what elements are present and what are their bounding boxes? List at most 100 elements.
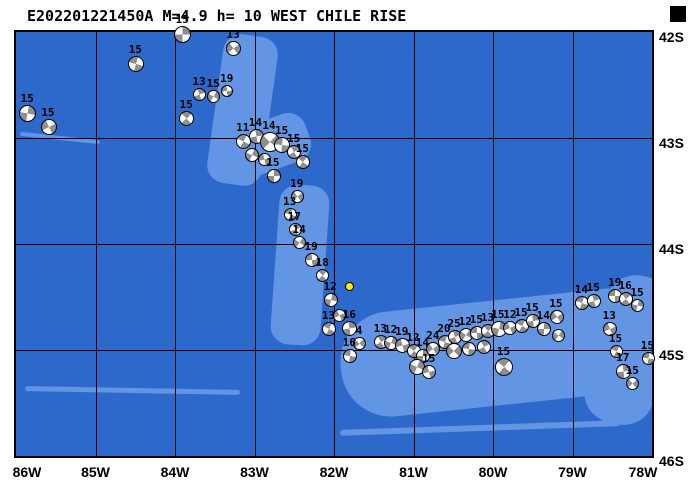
depth-label: 19 xyxy=(395,325,409,339)
focal-mechanism-beachball xyxy=(618,292,633,307)
depth-label: 24 xyxy=(426,328,440,342)
depth-label: 11 xyxy=(236,120,250,134)
focal-mechanism-beachball xyxy=(174,25,192,43)
depth-label: 13 xyxy=(321,308,336,322)
focal-mechanism-beachball xyxy=(333,308,347,322)
depth-label: 25 xyxy=(447,317,461,331)
focal-mechanism-beachball xyxy=(352,337,366,351)
focal-mechanism-beachball xyxy=(128,55,145,72)
depth-label: 14 xyxy=(574,283,588,297)
focal-mechanism-beachball xyxy=(549,310,564,325)
depth-label: 13 xyxy=(373,321,387,335)
depth-label: 15 xyxy=(179,98,193,112)
depth-label: 15 xyxy=(625,364,639,378)
focal-mechanism-beachball xyxy=(266,169,281,184)
depth-label: 13 xyxy=(602,308,616,322)
focal-mechanism-beachball xyxy=(179,111,195,127)
depth-label: 18 xyxy=(315,256,329,270)
depth-label: 15 xyxy=(525,301,539,315)
depth-label: 16 xyxy=(618,279,632,293)
depth-label: 14 xyxy=(262,119,276,133)
plot-title: E202201221450A M=4.9 h= 10 WEST CHILE RI… xyxy=(27,7,407,25)
depth-label: 15 xyxy=(20,92,34,106)
focal-mechanism-beachball xyxy=(495,357,514,376)
lon-tick-label: 78W xyxy=(628,464,658,480)
depth-label: 19 xyxy=(608,275,622,289)
lon-tick-label: 84W xyxy=(160,464,190,480)
focal-mechanism-beachball xyxy=(602,321,617,336)
depth-label: 13 xyxy=(480,310,495,324)
gridline-parallel xyxy=(16,244,652,245)
depth-label: 15 xyxy=(295,142,309,156)
focal-mechanism-beachball xyxy=(316,269,330,283)
lon-tick-label: 79W xyxy=(558,464,587,480)
focal-mechanism-beachball xyxy=(207,90,221,104)
corner-marker xyxy=(670,6,686,22)
lat-tick-label: 45S xyxy=(659,347,684,363)
depth-label: 14 xyxy=(292,223,306,237)
focal-mechanism-beachball xyxy=(257,152,271,166)
depth-label: 17 xyxy=(287,209,301,223)
lat-tick-label: 42S xyxy=(659,29,684,45)
focal-mechanism-beachball xyxy=(193,88,207,102)
depth-label: 15 xyxy=(469,313,484,327)
depth-label: 15 xyxy=(266,156,280,170)
depth-label: 12 xyxy=(406,331,420,345)
depth-label: 15 xyxy=(608,331,623,345)
focal-mechanism-beachball xyxy=(226,41,242,57)
depth-label: 13 xyxy=(226,28,240,42)
depth-label: 4 xyxy=(355,324,363,338)
depth-label: 20 xyxy=(437,321,451,335)
focal-mechanism-beachball xyxy=(290,189,304,203)
depth-label: 19 xyxy=(290,176,304,190)
depth-label: 15 xyxy=(275,124,289,138)
lon-tick-label: 83W xyxy=(240,464,269,480)
focal-mechanism-beachball xyxy=(536,321,551,336)
gridline-parallel xyxy=(16,350,652,351)
focal-mechanism-beachball xyxy=(477,339,492,354)
depth-label: 16 xyxy=(342,308,356,322)
focal-mechanism-beachball xyxy=(283,207,297,221)
focal-mechanism-beachball xyxy=(304,252,319,267)
depth-label: 15 xyxy=(41,106,55,120)
focal-mechanism-beachball xyxy=(462,341,477,356)
depth-label: 15 xyxy=(175,12,189,26)
focal-mechanism-beachball xyxy=(221,85,234,98)
highlighted-event-marker xyxy=(345,281,355,291)
depth-label: 12 xyxy=(383,322,398,336)
depth-label: 12 xyxy=(458,315,472,329)
depth-label: 14 xyxy=(248,116,263,130)
depth-label: 15 xyxy=(640,338,654,352)
depth-label: 14 xyxy=(415,336,429,350)
depth-label: 14 xyxy=(536,308,550,322)
map-frame: 15 13 15 13 15 19 15 15 15 11 14 14 15 15 15 15 19 13 17 14… xyxy=(14,14,655,458)
lat-tick-label: 44S xyxy=(659,241,684,257)
depth-label: 13 xyxy=(192,75,206,89)
lat-tick-label: 46S xyxy=(659,453,684,469)
depth-label: 15 xyxy=(496,344,511,358)
focal-mechanism-beachball xyxy=(342,321,358,337)
focal-mechanism-beachball xyxy=(525,314,540,329)
depth-label: 12 xyxy=(323,280,337,294)
focal-mechanism-beachball xyxy=(322,321,337,336)
depth-label: 15 xyxy=(549,297,563,311)
focal-mechanism-beachball xyxy=(626,377,640,391)
depth-label: 15 xyxy=(286,131,301,145)
lon-tick-label: 86W xyxy=(12,464,42,480)
depth-label: 12 xyxy=(503,307,517,321)
depth-label: 15 xyxy=(128,42,142,56)
focal-mechanism-beachball xyxy=(288,222,302,236)
depth-label: 19 xyxy=(304,239,318,253)
depth-label: 15 xyxy=(422,352,436,366)
focal-mechanism-beachball xyxy=(40,119,57,136)
focal-mechanism-beachball xyxy=(426,341,441,356)
focal-mechanism-beachball xyxy=(422,365,437,380)
lon-tick-label: 85W xyxy=(81,464,110,480)
focal-mechanism-beachball xyxy=(323,293,338,308)
focal-mechanism-beachball xyxy=(293,236,307,250)
focal-mechanism-beachball xyxy=(586,294,601,309)
focal-mechanism-beachball xyxy=(295,155,310,170)
ocean-layer xyxy=(16,32,652,456)
lon-tick-label: 82W xyxy=(319,464,349,480)
